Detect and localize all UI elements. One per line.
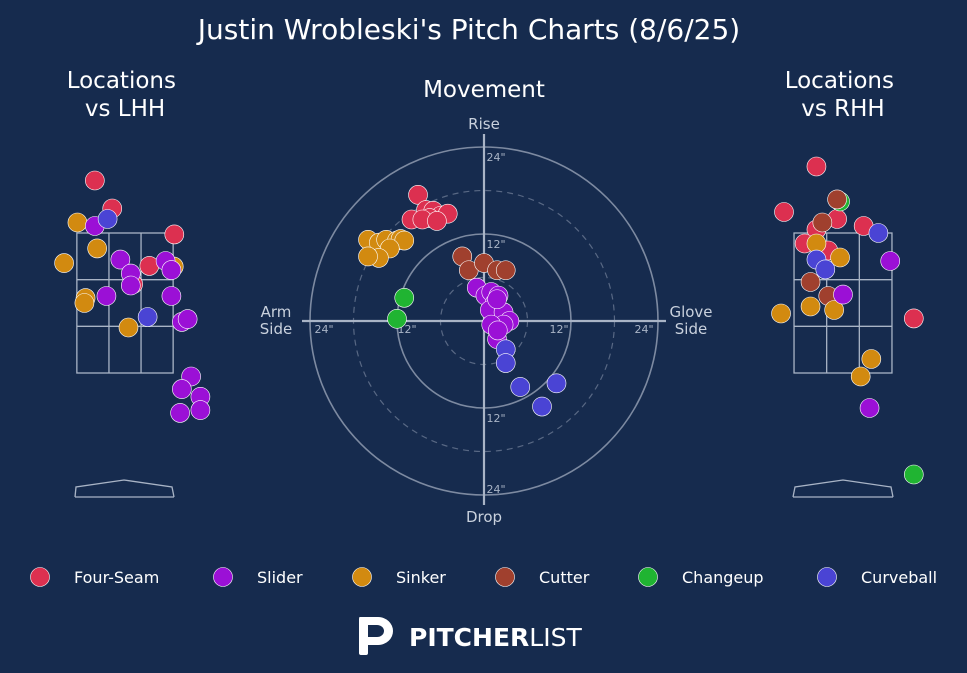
movement-ring-label: 12" bbox=[486, 412, 505, 425]
legend-label: Four-Seam bbox=[74, 568, 159, 587]
movement-pitch-points bbox=[358, 185, 567, 417]
legend-swatch bbox=[817, 567, 837, 587]
lhh-point-sinker bbox=[87, 238, 107, 259]
movement-point-cutter bbox=[495, 260, 516, 281]
movement-axis-label-bottom: Drop bbox=[466, 508, 502, 526]
legend-label: Changeup bbox=[682, 568, 764, 587]
rhh-point-cutter bbox=[812, 212, 833, 233]
movement-ring-label: 12" bbox=[549, 323, 568, 336]
legend-item-four-seam: Four-Seam bbox=[30, 567, 159, 587]
pitcherlist-logo: PITCHERLIST bbox=[359, 617, 582, 655]
legend-swatch bbox=[638, 567, 658, 587]
legend-label: Sinker bbox=[396, 568, 446, 587]
rhh-home-plate bbox=[792, 479, 894, 498]
movement-ring-label: 24" bbox=[486, 483, 505, 496]
lhh-point-slider bbox=[190, 400, 211, 420]
movement-point-sinker bbox=[358, 246, 378, 267]
legend-item-cutter: Cutter bbox=[495, 567, 590, 587]
movement-axis-label-top: Rise bbox=[468, 115, 500, 133]
movement-panel: Movement 24"12"12"24"24" 12" 12" 24"RiseDro… bbox=[260, 77, 713, 526]
pitcherlist-logo-mark bbox=[359, 617, 393, 655]
movement-ring-label: 12" bbox=[486, 238, 505, 251]
lhh-point-sinker bbox=[54, 253, 74, 273]
movement-point-curveball bbox=[546, 373, 567, 394]
lhh-point-slider bbox=[172, 379, 192, 399]
legend-swatch bbox=[352, 567, 372, 587]
pitcherlist-wordmark: PITCHERLIST bbox=[409, 623, 582, 652]
legend-label: Slider bbox=[257, 568, 303, 587]
lhh-point-curveball bbox=[97, 209, 118, 229]
rhh-point-sinker bbox=[850, 366, 871, 387]
lhh-location-panel: Locations vs LHH bbox=[54, 68, 211, 498]
movement-point-curveball bbox=[495, 353, 516, 373]
movement-point-changeup bbox=[394, 287, 415, 308]
lhh-home-plate bbox=[74, 479, 175, 498]
rhh-point-sinker bbox=[800, 296, 821, 317]
legend-swatch bbox=[30, 567, 50, 587]
rhh-point-sinker bbox=[824, 300, 844, 320]
lhh-point-four-seam bbox=[85, 170, 105, 191]
legend-label: Cutter bbox=[539, 568, 590, 587]
lhh-point-slider bbox=[110, 249, 131, 270]
rhh-point-changeup bbox=[903, 464, 924, 485]
rhh-point-slider bbox=[859, 398, 880, 418]
lhh-point-four-seam bbox=[164, 224, 185, 245]
chart-title: Justin Wrobleski's Pitch Charts (8/6/25) bbox=[196, 13, 740, 46]
lhh-point-slider bbox=[177, 309, 198, 329]
movement-point-curveball bbox=[532, 396, 552, 417]
rhh-point-curveball bbox=[868, 223, 889, 243]
movement-panel-title: Movement bbox=[423, 77, 545, 103]
legend-item-changeup: Changeup bbox=[638, 567, 764, 587]
legend-item-curveball: Curveball bbox=[817, 567, 937, 587]
rhh-point-slider bbox=[833, 284, 853, 305]
movement-point-four-seam bbox=[408, 185, 428, 205]
lhh-point-sinker bbox=[74, 293, 95, 313]
rhh-point-cutter bbox=[827, 189, 847, 210]
movement-point-changeup bbox=[387, 309, 407, 329]
rhh-point-curveball bbox=[815, 259, 836, 280]
movement-ring-label: 24" bbox=[486, 151, 505, 164]
rhh-point-four-seam bbox=[774, 202, 794, 222]
movement-ring-label: 24" bbox=[314, 323, 333, 336]
rhh-point-four-seam bbox=[806, 156, 827, 177]
movement-ring-label: 24" bbox=[634, 323, 653, 336]
lhh-point-slider bbox=[161, 286, 182, 306]
lhh-panel-title: Locations vs LHH bbox=[67, 68, 184, 122]
lhh-point-slider bbox=[96, 286, 117, 306]
rhh-point-cutter bbox=[800, 272, 821, 292]
rhh-point-sinker bbox=[830, 247, 850, 268]
lhh-point-slider bbox=[121, 275, 141, 296]
lhh-point-sinker bbox=[118, 317, 139, 338]
legend-item-slider: Slider bbox=[213, 567, 303, 587]
rhh-panel-title: Locations vs RHH bbox=[785, 68, 902, 122]
rhh-point-sinker bbox=[861, 349, 882, 369]
movement-point-slider bbox=[487, 320, 508, 341]
movement-point-slider bbox=[487, 289, 507, 310]
lhh-pitch-points bbox=[54, 170, 211, 423]
rhh-point-four-seam bbox=[903, 308, 924, 329]
chart-legend: Four-Seam Slider Sinker Cutter Changeup Curve… bbox=[30, 567, 937, 587]
lhh-point-curveball bbox=[137, 307, 158, 327]
movement-point-four-seam bbox=[427, 211, 447, 231]
rhh-point-slider bbox=[880, 251, 901, 271]
lhh-point-sinker bbox=[67, 212, 88, 233]
movement-point-curveball bbox=[510, 377, 531, 397]
lhh-point-slider bbox=[170, 403, 190, 423]
rhh-point-sinker bbox=[771, 303, 791, 324]
rhh-pitch-points bbox=[771, 156, 924, 485]
rhh-location-panel: Locations vs RHH bbox=[771, 68, 924, 498]
movement-axis-label-right: Glove Side bbox=[669, 303, 712, 338]
legend-swatch bbox=[213, 567, 233, 587]
lhh-point-slider bbox=[161, 260, 182, 280]
movement-axis-label-left: Arm Side bbox=[260, 303, 292, 338]
legend-swatch bbox=[495, 567, 515, 587]
legend-label: Curveball bbox=[861, 568, 937, 587]
legend-item-sinker: Sinker bbox=[352, 567, 446, 587]
